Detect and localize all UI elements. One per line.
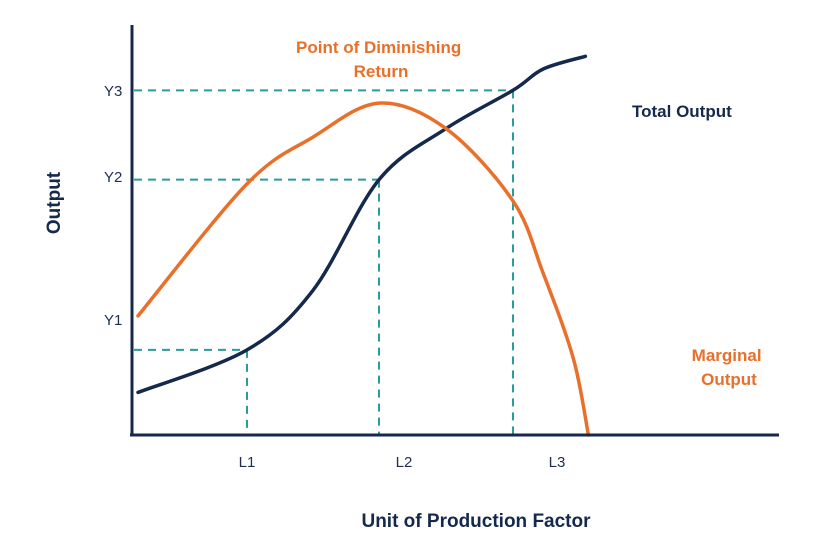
x-axis-label: Unit of Production Factor bbox=[361, 511, 591, 532]
series-label-marginal-line-2: Output bbox=[701, 370, 757, 389]
series-label-total-line-1: Total Output bbox=[632, 102, 732, 121]
y-axis-label: Output bbox=[44, 171, 65, 234]
series-label-total-output: Total Output bbox=[632, 102, 732, 121]
series-marginal-output-line bbox=[136, 101, 591, 437]
y-tick-label-y2: Y2 bbox=[104, 169, 122, 186]
x-tick-label-l3: L3 bbox=[549, 454, 566, 471]
x-tick-label-l1: L1 bbox=[239, 454, 256, 471]
y-tick-label-y3: Y3 bbox=[104, 83, 122, 100]
annotation-diminishing-return: Point of Diminishing Return bbox=[296, 38, 466, 81]
series-label-marginal-line-1: Marginal bbox=[692, 346, 762, 365]
guide-lines bbox=[134, 89, 514, 435]
x-tick-label-l2: L2 bbox=[396, 454, 413, 471]
y-tick-label-y1: Y1 bbox=[104, 312, 122, 329]
series-label-marginal-output: Marginal Output bbox=[692, 346, 767, 389]
annotation-line-1: Point of Diminishing bbox=[296, 38, 461, 57]
annotation-line-2: Return bbox=[354, 62, 409, 81]
series-total-output-line bbox=[136, 54, 588, 395]
